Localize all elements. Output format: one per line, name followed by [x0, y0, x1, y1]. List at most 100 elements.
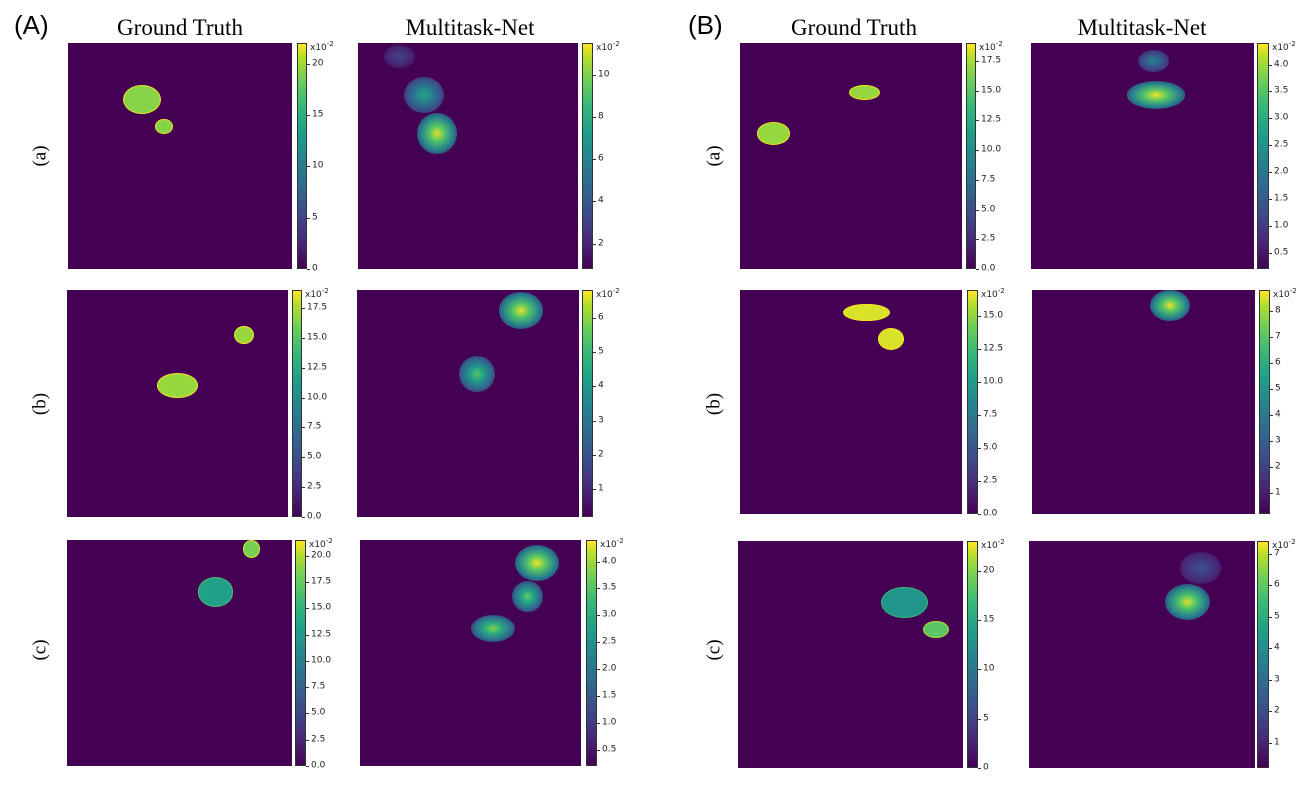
- colorbar-tick-label: 10.0: [307, 392, 328, 403]
- colorbar-tick-label: 6: [1274, 579, 1280, 590]
- colorbar-tick-mark: [1270, 415, 1273, 417]
- heatmap-blob: [156, 119, 173, 134]
- colorbar-b-a-multitask-net: [1257, 43, 1269, 269]
- colorbar-tick-label: 12.5: [311, 629, 332, 640]
- colorbar-tick-mark: [593, 489, 596, 491]
- colorbar-tick-mark: [1269, 711, 1272, 713]
- colorbar-tick-mark: [978, 669, 981, 671]
- colorbar-tick-mark: [593, 420, 596, 422]
- colorbar-tick-label: 5.0: [311, 707, 326, 718]
- colorbar-tick-label: 10.0: [981, 144, 1002, 155]
- colorbar-tick-mark: [597, 669, 600, 671]
- colorbar-tick-label: 3.5: [602, 582, 617, 593]
- colorbar-tick-label: 2.5: [983, 475, 998, 486]
- colorbar-tick-label: 6: [598, 153, 604, 164]
- colorbar-tick-mark: [306, 766, 309, 767]
- colorbar-tick-label: 10: [983, 663, 995, 674]
- colorbar-tick-mark: [593, 74, 596, 76]
- row-label-c-panel-b: (c): [703, 639, 725, 661]
- heatmap-blob: [124, 85, 160, 114]
- colorbar-tick-mark: [978, 448, 981, 450]
- heatmap-a-b-multitask-net: [357, 290, 579, 517]
- colorbar-b-a-ground-truth: [966, 43, 976, 269]
- colorbar-tick-label: 4: [1275, 409, 1281, 420]
- colorbar-tick-mark: [1270, 441, 1273, 443]
- colorbar-tick-label: 5.0: [983, 442, 998, 453]
- colorbar-exponent-label: x10-2: [981, 538, 1005, 551]
- colorbar-tick-mark: [597, 561, 600, 563]
- colorbar-tick-mark: [1269, 64, 1272, 66]
- colorbar-tick-mark: [306, 634, 309, 636]
- colorbar-tick-mark: [306, 582, 309, 584]
- heatmap-a-b-ground-truth: [67, 290, 288, 517]
- colorbar-tick-mark: [302, 397, 305, 399]
- heatmap-blob: [384, 45, 416, 68]
- colorbar-tick-label: 7: [1275, 331, 1281, 342]
- heatmap-blob: [243, 541, 260, 557]
- heatmap-blob: [470, 614, 515, 642]
- colorbar-tick-label: 3.0: [1274, 112, 1289, 123]
- heatmap-blob: [849, 85, 879, 100]
- heatmap-blob: [499, 292, 544, 329]
- colorbar-tick-mark: [302, 337, 305, 339]
- colorbar-tick-mark: [976, 179, 979, 181]
- colorbar-tick-mark: [593, 455, 596, 457]
- colorbar-tick-mark: [1269, 199, 1272, 201]
- colorbar-tick-mark: [978, 349, 981, 351]
- colorbar-tick-label: 17.5: [311, 576, 332, 587]
- colorbar-tick-label: 1: [598, 483, 604, 494]
- colorbar-tick-label: 0.0: [981, 263, 996, 274]
- heatmap-blob: [757, 123, 789, 144]
- colorbar-tick-mark: [976, 120, 979, 122]
- colorbar-tick-label: 10: [312, 160, 324, 171]
- colorbar-a-b-ground-truth: [292, 290, 302, 517]
- colorbar-tick-label: 0.5: [1274, 247, 1289, 258]
- colorbar-tick-mark: [597, 722, 600, 724]
- colorbar-tick-label: 15.0: [311, 602, 332, 613]
- colorbar-b-b-multitask-net: [1259, 290, 1270, 514]
- colorbar-tick-label: 3.0: [602, 609, 617, 620]
- heatmap-b-a-ground-truth: [740, 43, 962, 269]
- colorbar-tick-label: 5: [1275, 383, 1281, 394]
- colorbar-tick-mark: [978, 316, 981, 318]
- heatmap-b-a-multitask-net: [1031, 43, 1254, 269]
- colorbar-tick-mark: [1269, 145, 1272, 147]
- colorbar-tick-mark: [1269, 172, 1272, 174]
- colorbar-tick-mark: [307, 166, 310, 168]
- colorbar-tick-mark: [597, 615, 600, 617]
- colorbar-tick-mark: [307, 217, 310, 219]
- heatmap-a-a-multitask-net: [358, 43, 578, 269]
- colorbar-tick-label: 8: [598, 111, 604, 122]
- colorbar-tick-label: 0: [312, 263, 318, 274]
- colorbar-tick-mark: [593, 116, 596, 118]
- colorbar-tick-label: 6: [1275, 357, 1281, 368]
- colorbar-tick-mark: [302, 427, 305, 429]
- colorbar-a-a-ground-truth: [297, 43, 307, 269]
- colorbar-tick-label: 4.0: [1274, 59, 1289, 70]
- colorbar-tick-mark: [1269, 585, 1272, 587]
- heatmap-blob: [844, 304, 889, 321]
- colorbar-tick-mark: [593, 386, 596, 388]
- colorbar-tick-label: 3: [1275, 435, 1281, 446]
- colorbar-tick-mark: [593, 159, 596, 161]
- colorbar-tick-mark: [307, 63, 310, 65]
- colorbar-tick-label: 1.0: [602, 717, 617, 728]
- colorbar-tick-label: 7.5: [983, 409, 998, 420]
- colorbar-tick-mark: [302, 307, 305, 309]
- colorbar-tick-label: 2: [598, 449, 604, 460]
- colorbar-tick-mark: [978, 718, 981, 720]
- colorbar-tick-mark: [1270, 362, 1273, 364]
- colorbar-tick-label: 3: [1274, 674, 1280, 685]
- colorbar-tick-label: 2.0: [1274, 166, 1289, 177]
- heatmap-b-b-multitask-net: [1032, 290, 1255, 514]
- colorbar-tick-mark: [1270, 493, 1273, 495]
- colorbar-tick-mark: [976, 209, 979, 211]
- colorbar-a-c-ground-truth: [295, 540, 306, 766]
- heatmap-a-c-multitask-net: [360, 540, 581, 766]
- colorbar-tick-label: 2: [598, 238, 604, 249]
- colorbar-tick-mark: [978, 415, 981, 417]
- colorbar-tick-label: 5: [983, 713, 989, 724]
- colorbar-tick-label: 4: [598, 195, 604, 206]
- colorbar-tick-label: 15: [983, 614, 995, 625]
- heatmap-blob: [512, 580, 544, 613]
